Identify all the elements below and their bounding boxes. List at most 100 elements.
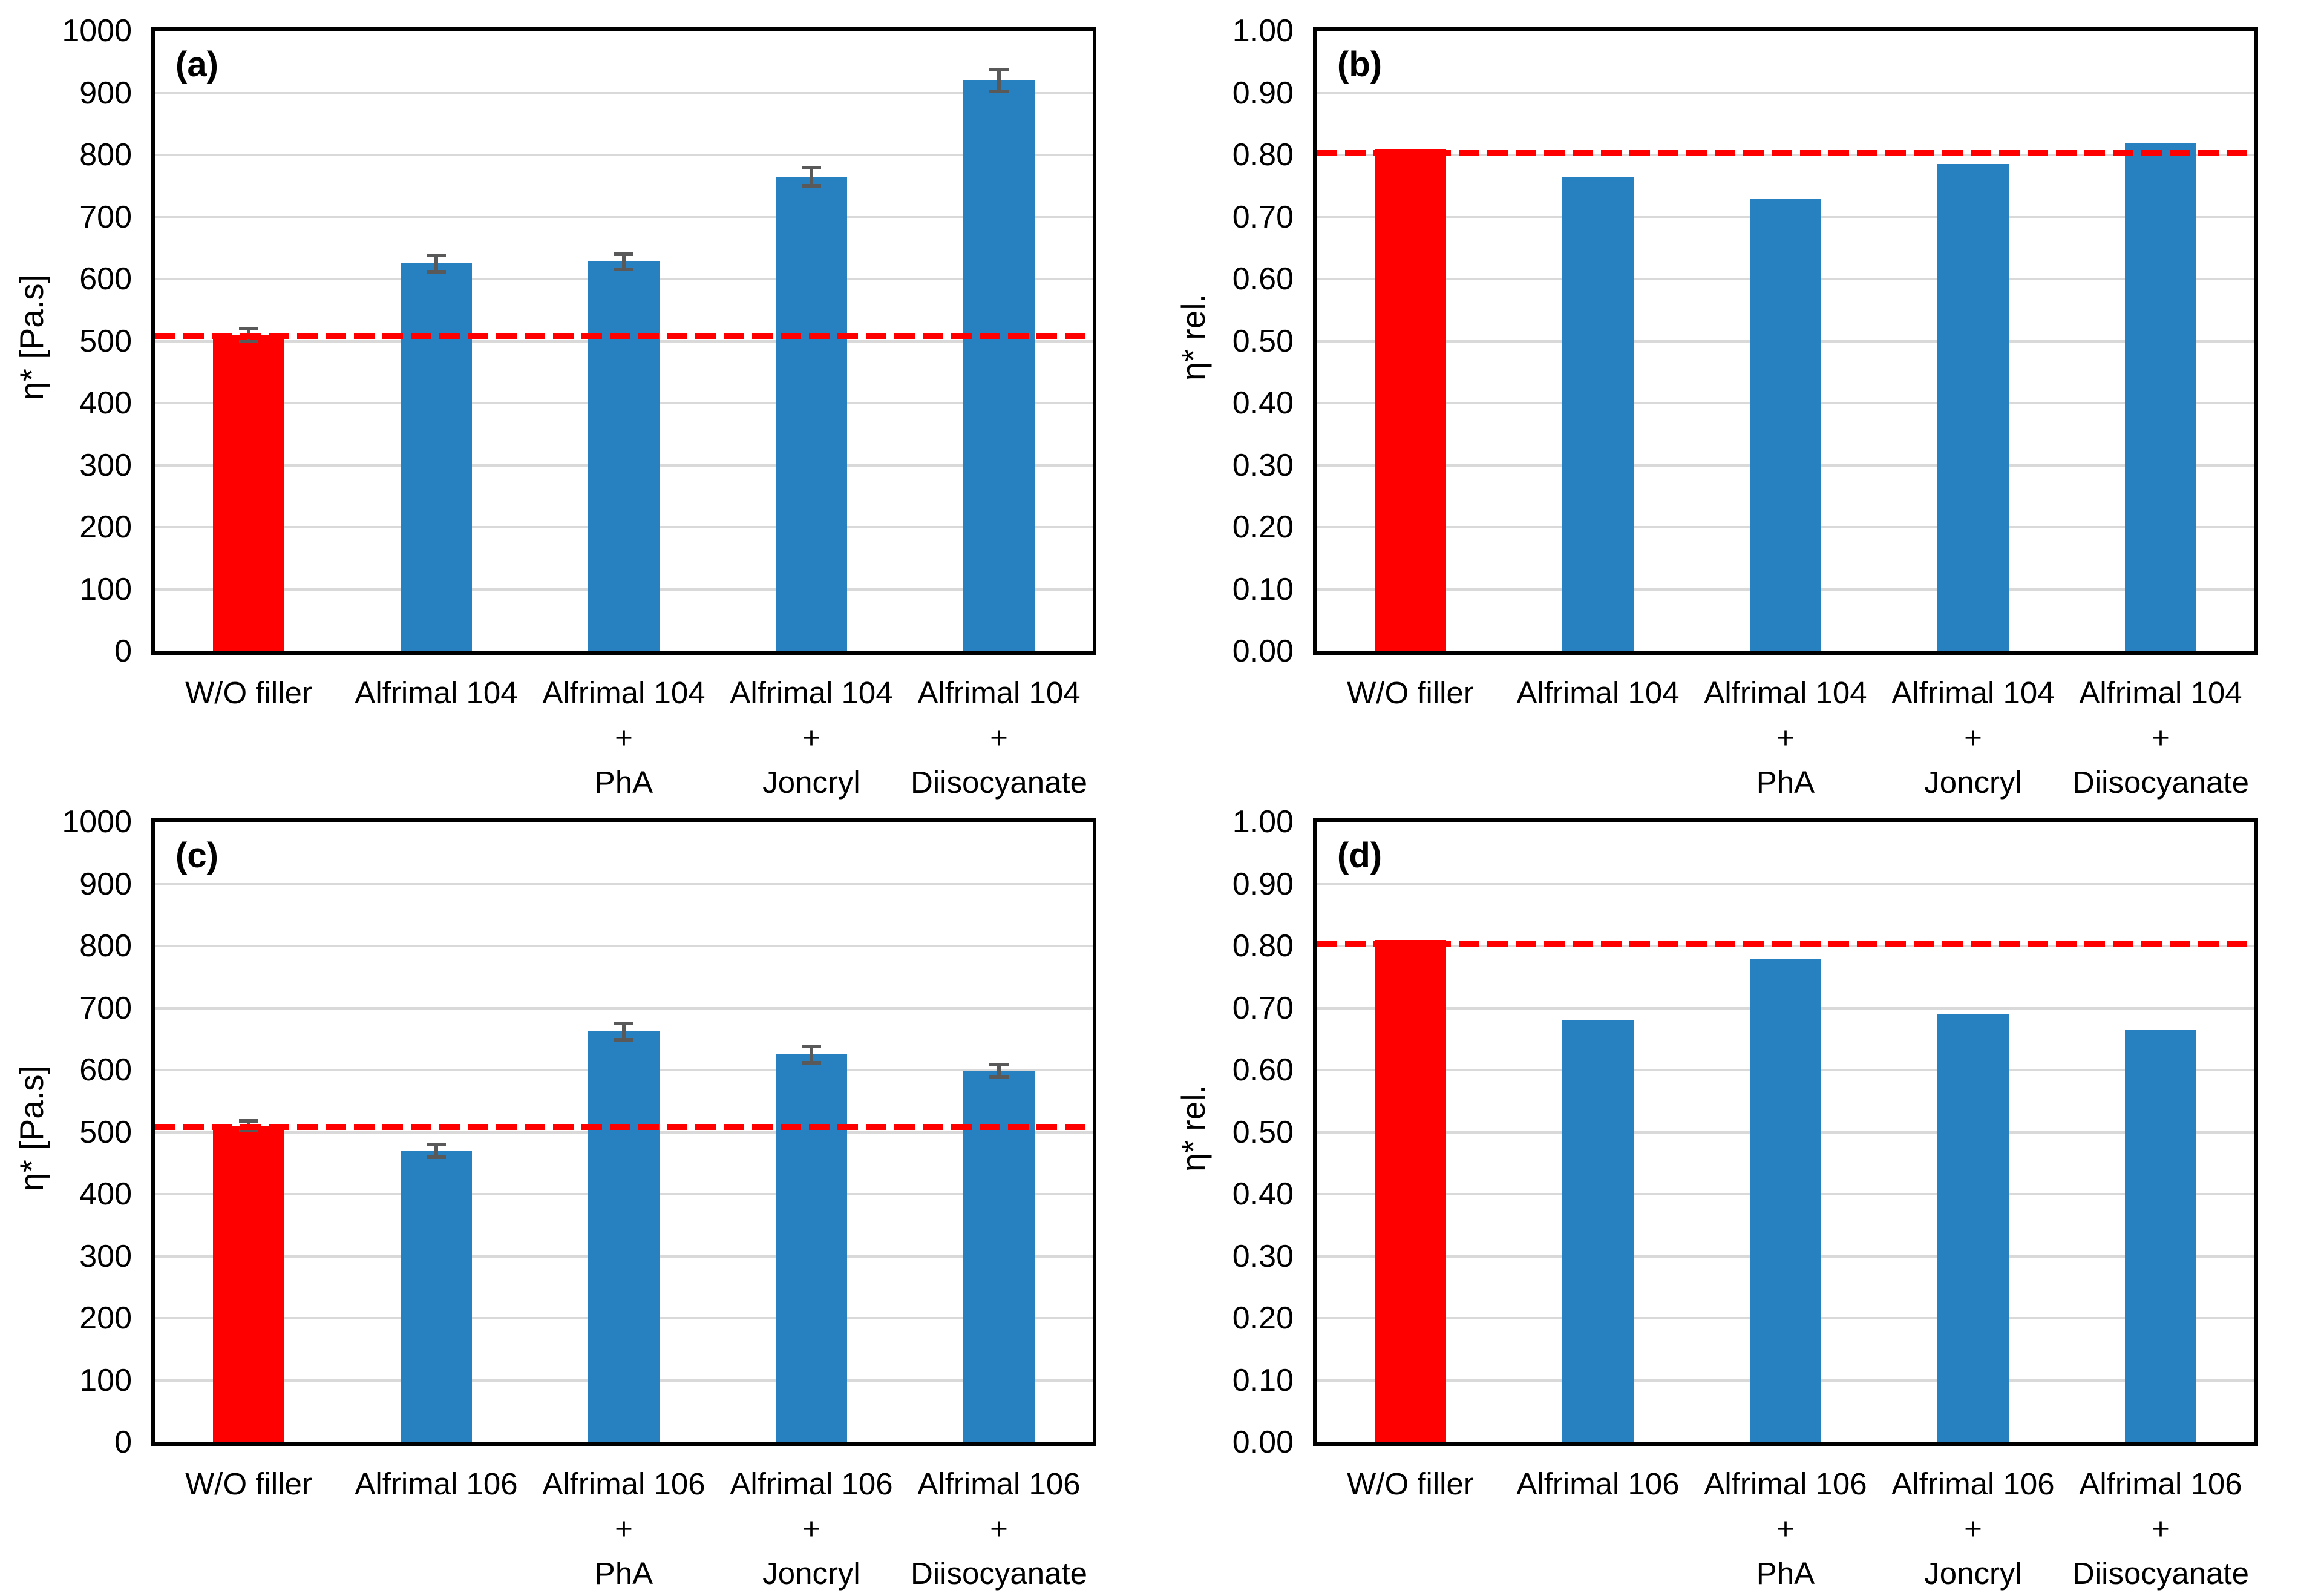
bar: [963, 1071, 1035, 1442]
plot-area: (a): [151, 27, 1096, 655]
y-tick-label: 700: [79, 199, 132, 235]
x-tick-label: Alfrimal 106 + PhA: [542, 1466, 705, 1591]
error-bar-cap-top: [614, 252, 633, 256]
y-tick-label: 0.90: [1232, 866, 1294, 902]
y-tick-label: 0: [114, 634, 132, 669]
y-tick-label: 0.30: [1232, 1238, 1294, 1274]
y-tick-label: 700: [79, 990, 132, 1026]
y-tick-label: 200: [79, 1301, 132, 1336]
y-tick-label: 400: [79, 1177, 132, 1212]
panel-c: η* [Pa.s] 0 100 200 300 400 500 600 700 800 900 10…: [0, 791, 1162, 1591]
y-tick-label: 0.60: [1232, 261, 1294, 297]
y-tick-label: 800: [79, 928, 132, 964]
x-tick-label: Alfrimal 106 + PhA: [1704, 1466, 1867, 1591]
reference-dashed-line: [1317, 941, 2254, 947]
bar: [1562, 1020, 1634, 1442]
y-tick-label: 200: [79, 510, 132, 545]
y-tick-label: 100: [79, 571, 132, 607]
y-tick-label: 0.60: [1232, 1053, 1294, 1088]
x-tick-label: W/O filler: [185, 1466, 312, 1501]
y-tick-label: 500: [79, 323, 132, 359]
bar: [1750, 958, 1821, 1442]
y-tick-label: 0.30: [1232, 447, 1294, 483]
y-tick-label: 600: [79, 1053, 132, 1088]
reference-dashed-line: [155, 333, 1093, 340]
x-tick-label: W/O filler: [1347, 1466, 1474, 1501]
y-tick-label: 0.40: [1232, 1177, 1294, 1212]
bar: [1375, 939, 1446, 1442]
y-tick-label: 0.80: [1232, 928, 1294, 964]
y-tick-label: 0.00: [1232, 634, 1294, 669]
x-tick-label: Alfrimal 104 + PhA: [542, 675, 705, 800]
bar: [1375, 148, 1446, 651]
y-tick-label: 300: [79, 1238, 132, 1274]
y-tick-label: 1000: [62, 804, 132, 839]
gridline: [155, 882, 1093, 885]
y-tick-label: 600: [79, 261, 132, 297]
error-bar-cap-top: [802, 165, 821, 169]
error-bar-cap-bottom: [802, 184, 821, 188]
error-bar-cap-top: [239, 327, 258, 330]
panel-letter: (a): [175, 45, 218, 84]
x-tick-label: W/O filler: [1347, 675, 1474, 710]
error-bar-cap-top: [802, 1045, 821, 1049]
panel-d: η* rel. 0.00 0.10 0.20 0.30 0.40 0.50 0.60 0.70…: [1162, 791, 2324, 1591]
bar: [1937, 1014, 2009, 1442]
bar: [2125, 142, 2196, 651]
y-tick-label: 300: [79, 447, 132, 483]
x-tick-label: Alfrimal 104: [1516, 675, 1680, 710]
x-tick-label: Alfrimal 104 + Joncryl: [1891, 675, 2055, 800]
error-bar-cap-bottom: [427, 1155, 446, 1159]
x-tick-label: Alfrimal 104 + Diisocyanate: [2072, 675, 2249, 800]
y-tick-label: 0.10: [1232, 571, 1294, 607]
error-bar-cap-top: [427, 1143, 446, 1146]
gridline: [155, 1007, 1093, 1010]
x-tick-label: Alfrimal 104 + Joncryl: [730, 675, 893, 800]
y-tick-label: 0.80: [1232, 137, 1294, 172]
reference-dashed-line: [1317, 149, 2254, 156]
y-tick-label: 800: [79, 137, 132, 172]
panel-letter: (b): [1337, 45, 1383, 84]
error-bar-cap-top: [614, 1022, 633, 1026]
y-tick-label: 0.70: [1232, 199, 1294, 235]
y-axis-title: η* rel.: [1174, 294, 1212, 381]
error-bar-cap-bottom: [802, 1060, 821, 1065]
y-axis-title: η* rel.: [1174, 1085, 1212, 1172]
bar: [213, 1126, 284, 1442]
bar: [963, 80, 1035, 651]
x-axis-tick-labels: W/O filler Alfrimal 104 Alfrimal 104 + PhA…: [1317, 671, 2254, 805]
bar: [213, 335, 284, 651]
x-tick-label: Alfrimal 104 + PhA: [1704, 675, 1867, 800]
y-tick-label: 400: [79, 386, 132, 421]
error-bar-cap-bottom: [614, 267, 633, 271]
x-tick-label: Alfrimal 106 + Diisocyanate: [2072, 1466, 2249, 1591]
error-bar-stem: [434, 255, 438, 272]
y-tick-label: 0.10: [1232, 1362, 1294, 1398]
x-tick-label: Alfrimal 104 + Diisocyanate: [911, 675, 1087, 800]
y-axis-title: η* [Pa.s]: [13, 274, 50, 400]
x-axis-tick-labels: W/O filler Alfrimal 104 Alfrimal 104 + PhA…: [155, 671, 1093, 805]
y-tick-label: 1.00: [1232, 804, 1294, 839]
error-bar-cap-bottom: [427, 269, 446, 274]
error-bar-cap-top: [239, 1119, 258, 1123]
y-tick-label: 0.40: [1232, 386, 1294, 421]
x-tick-label: W/O filler: [185, 675, 312, 710]
bar: [776, 176, 847, 651]
y-tick-label: 0.90: [1232, 75, 1294, 111]
reference-dashed-line: [155, 1124, 1093, 1131]
y-tick-label: 0.20: [1232, 1301, 1294, 1336]
bar: [1562, 176, 1634, 651]
error-bar-stem: [997, 69, 1001, 92]
panel-a: η* [Pa.s] 0 100 200 300 400 500 600 700 800 900 10…: [0, 0, 1162, 800]
y-tick-label: 0.70: [1232, 990, 1294, 1026]
x-axis-tick-labels: W/O filler Alfrimal 106 Alfrimal 106 + PhA…: [1317, 1462, 2254, 1596]
y-axis-tick-labels: 0 100 200 300 400 500 600 700 800 900 1000: [0, 791, 132, 1582]
y-tick-label: 500: [79, 1114, 132, 1150]
gridline: [155, 215, 1093, 218]
panel-b: η* rel. 0.00 0.10 0.20 0.30 0.40 0.50 0.60 0.70…: [1162, 0, 2324, 800]
y-axis-tick-labels: 0.00 0.10 0.20 0.30 0.40 0.50 0.60 0.70 0.80 0.90…: [1162, 791, 1294, 1582]
bar: [2125, 1030, 2196, 1442]
y-tick-label: 1000: [62, 13, 132, 48]
y-tick-label: 900: [79, 866, 132, 902]
error-bar-cap-bottom: [614, 1037, 633, 1042]
